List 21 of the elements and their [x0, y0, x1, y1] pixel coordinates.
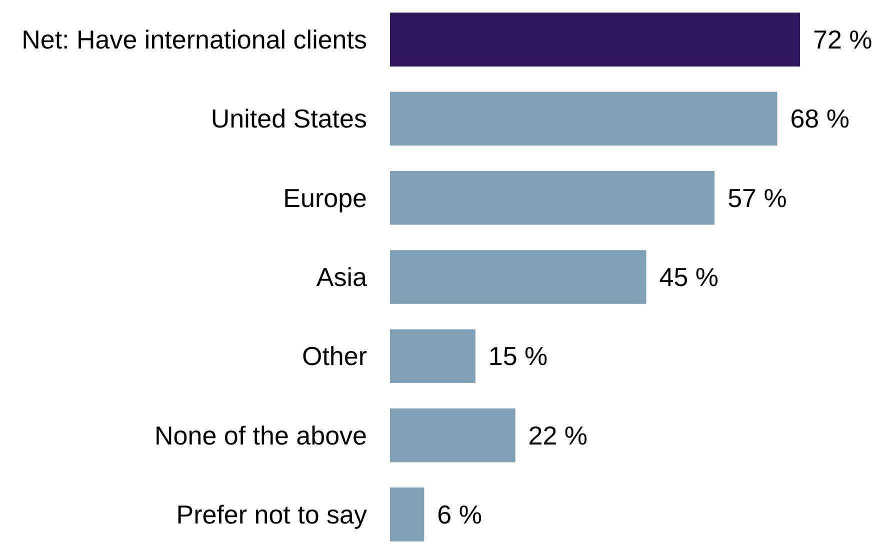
data-label: 57 %: [728, 182, 787, 213]
data-label: 22 %: [528, 420, 588, 450]
y-tick-label: Other: [302, 341, 368, 372]
data-label: 68 %: [790, 104, 850, 134]
y-tick-label: Prefer not to say: [176, 499, 367, 530]
y-tick-label: None of the above: [154, 420, 367, 450]
bar: [390, 408, 516, 462]
data-label: 72 %: [813, 24, 872, 55]
y-tick-label: Net: Have international clients: [22, 24, 367, 55]
data-label: 6 %: [437, 499, 482, 530]
y-tick-label: United States: [210, 104, 367, 134]
bar: [390, 92, 778, 146]
bar: [390, 12, 800, 66]
bar: [390, 170, 715, 225]
y-tick-label: Europe: [283, 182, 367, 213]
data-label: 45 %: [659, 262, 719, 292]
bar: [390, 329, 476, 384]
data-label: 15 %: [488, 341, 548, 372]
y-tick-label: Asia: [316, 262, 368, 292]
bar: [390, 250, 646, 304]
bar: [390, 488, 424, 542]
